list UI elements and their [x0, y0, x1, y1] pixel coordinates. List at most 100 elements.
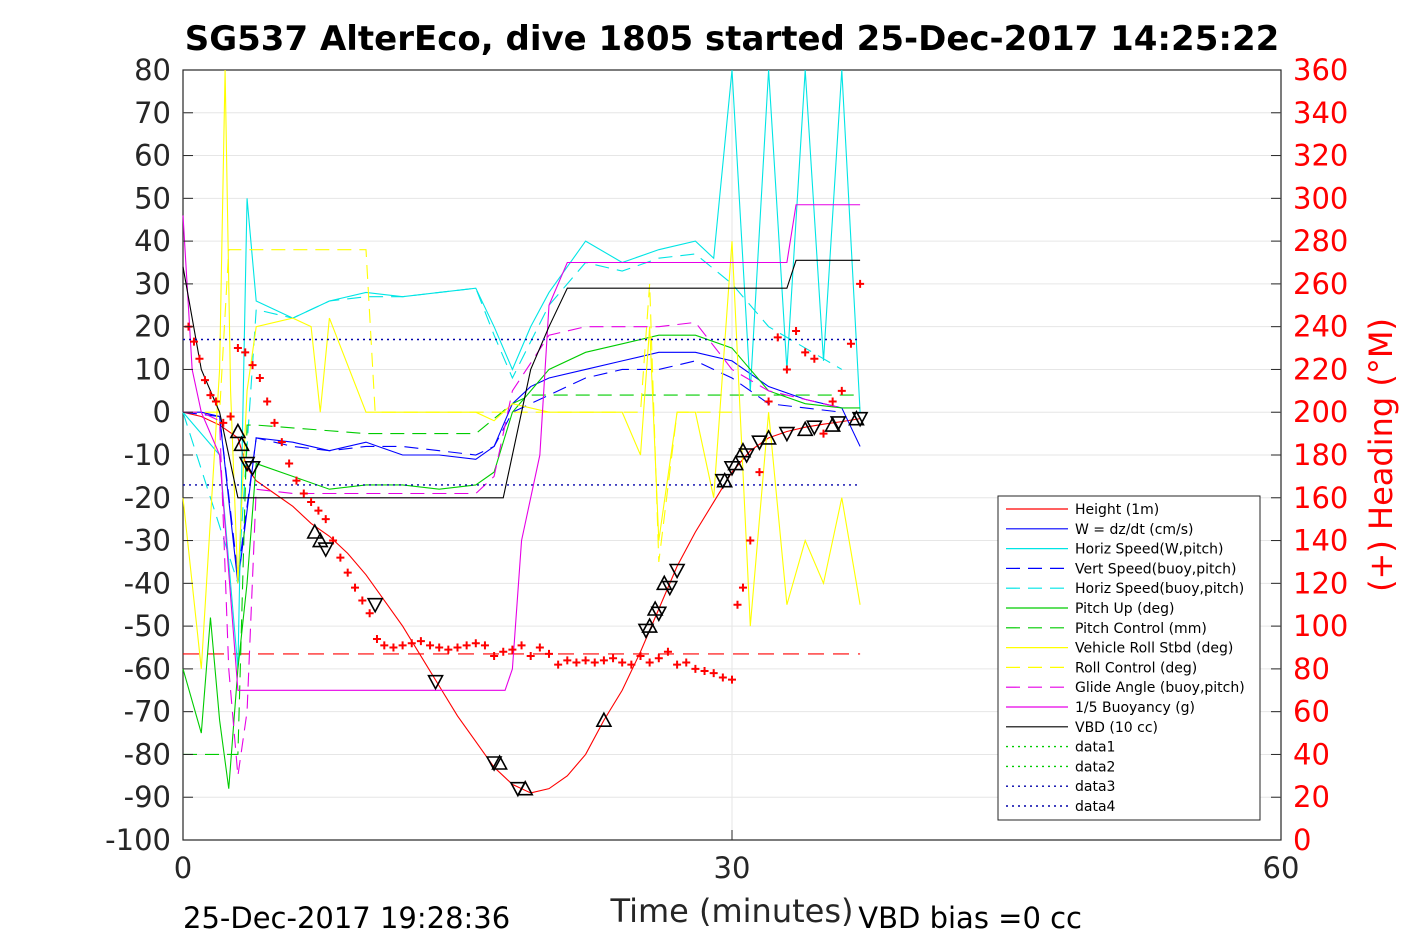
x-tick-label: 0: [174, 851, 192, 885]
heading-point: [277, 438, 286, 447]
y-tick-label: -50: [124, 609, 171, 643]
series-line-4: [182, 253, 843, 584]
x-axis-label: Time (minutes): [610, 892, 854, 930]
depth-marker-down: [778, 426, 796, 443]
heading-point: [380, 641, 389, 650]
y-tick-label: 10: [134, 352, 171, 386]
heading-point: [233, 344, 242, 353]
heading-point: [627, 660, 636, 669]
y-tick-label: 80: [134, 53, 171, 87]
heading-point: [773, 333, 782, 342]
series-line-5: [182, 334, 861, 789]
heading-point: [673, 660, 682, 669]
heading-point: [654, 654, 663, 663]
heading-point: [435, 643, 444, 652]
y-tick-label: -20: [124, 481, 171, 515]
x-tick-label: 60: [1263, 851, 1300, 885]
heading-point: [599, 656, 608, 665]
heading-point: [453, 643, 462, 652]
y-right-tick-label: 160: [1293, 481, 1348, 515]
depth-marker-down: [317, 542, 335, 558]
heading-point: [343, 568, 352, 577]
depth-marker-up: [848, 409, 865, 426]
y-right-tick-label: 20: [1293, 780, 1330, 814]
heading-point: [444, 645, 453, 654]
y-tick-label: 70: [134, 96, 171, 130]
depth-marker-up: [595, 711, 613, 728]
depth-marker-down: [851, 411, 869, 428]
legend-label: Vehicle Roll Stbd (deg): [1075, 641, 1233, 657]
heading-point: [709, 669, 718, 678]
heading-point: [728, 675, 736, 684]
legend-label: data4: [1075, 799, 1116, 815]
heading-point: [810, 354, 819, 363]
heading-point: [563, 656, 572, 665]
depth-marker-up: [491, 754, 508, 770]
depth-marker-up: [306, 523, 324, 539]
footer-vbd-bias: VBD bias =0 cc: [858, 901, 1082, 935]
y-right-tick-label: 220: [1293, 352, 1348, 386]
heading-point: [581, 656, 590, 665]
heading-point: [590, 658, 599, 667]
heading-point: [336, 553, 345, 562]
right-axis-label: (+) Heading (°M): [1362, 318, 1400, 592]
depth-marker-down: [650, 606, 668, 622]
depth-marker-down: [714, 473, 732, 490]
depth-marker-down: [509, 781, 527, 798]
depth-marker-down: [723, 461, 741, 477]
heading-point: [645, 658, 654, 667]
y-right-tick-label: 240: [1293, 310, 1348, 344]
heading-point: [416, 637, 425, 646]
y-tick-label: -90: [124, 780, 171, 814]
heading-point: [517, 641, 526, 650]
heading-point: [718, 673, 727, 682]
y-right-tick-label: 100: [1293, 609, 1348, 643]
left-axis: 80 70 60 50 40 30 20 10 0 -10 -20 -30 -40 -50 -60 -70 -8…: [105, 53, 193, 857]
y-right-tick-label: 140: [1293, 524, 1348, 558]
heading-point: [206, 391, 215, 400]
heading-point: [462, 641, 471, 650]
depth-marker-down: [238, 456, 256, 473]
depth-marker-down: [668, 563, 686, 580]
y-tick-label: -100: [105, 823, 171, 857]
heading-point: [733, 600, 742, 609]
heading-point: [321, 515, 330, 524]
y-tick-label: 20: [134, 310, 171, 344]
heading-point: [219, 418, 228, 427]
heading-point: [609, 654, 618, 663]
heading-point: [526, 652, 535, 661]
legend-label: VBD (10 cc): [1075, 720, 1158, 736]
heading-point: [764, 397, 773, 406]
y-right-tick-label: 300: [1293, 181, 1348, 215]
heading-point: [285, 459, 294, 468]
y-right-tick-label: 180: [1293, 438, 1348, 472]
heading-point: [292, 476, 301, 485]
heading-point: [755, 468, 764, 477]
depth-marker-down: [637, 623, 655, 640]
y-right-tick-label: 80: [1293, 652, 1330, 686]
heading-point: [691, 664, 700, 673]
series-line-2: [182, 69, 861, 669]
legend-label: 1/5 Buoyancy (g): [1075, 700, 1195, 716]
heading-point: [389, 643, 398, 652]
heading-point: [846, 339, 855, 348]
heading-point: [819, 429, 828, 438]
legend-label: Roll Control (deg): [1075, 660, 1197, 676]
heading-point: [372, 634, 381, 643]
legend-label: data3: [1075, 779, 1115, 795]
heading-point: [255, 374, 264, 382]
legend-label: data1: [1075, 740, 1115, 756]
heading-point: [535, 643, 544, 652]
series-line-6: [183, 394, 861, 755]
heading-point: [828, 397, 837, 406]
y-right-tick-label: 40: [1293, 737, 1330, 771]
heading-point: [241, 348, 250, 357]
heading-point: [554, 660, 563, 669]
y-tick-label: -10: [124, 438, 171, 472]
right-axis: 3603403203002802602402202001801601401201…: [1271, 53, 1348, 857]
heading-point: [365, 609, 374, 618]
legend-label: Horiz Speed(buoy,pitch): [1075, 581, 1244, 597]
y-right-tick-label: 120: [1293, 566, 1348, 600]
y-right-tick-label: 60: [1293, 695, 1330, 729]
y-tick-label: -80: [124, 737, 171, 771]
